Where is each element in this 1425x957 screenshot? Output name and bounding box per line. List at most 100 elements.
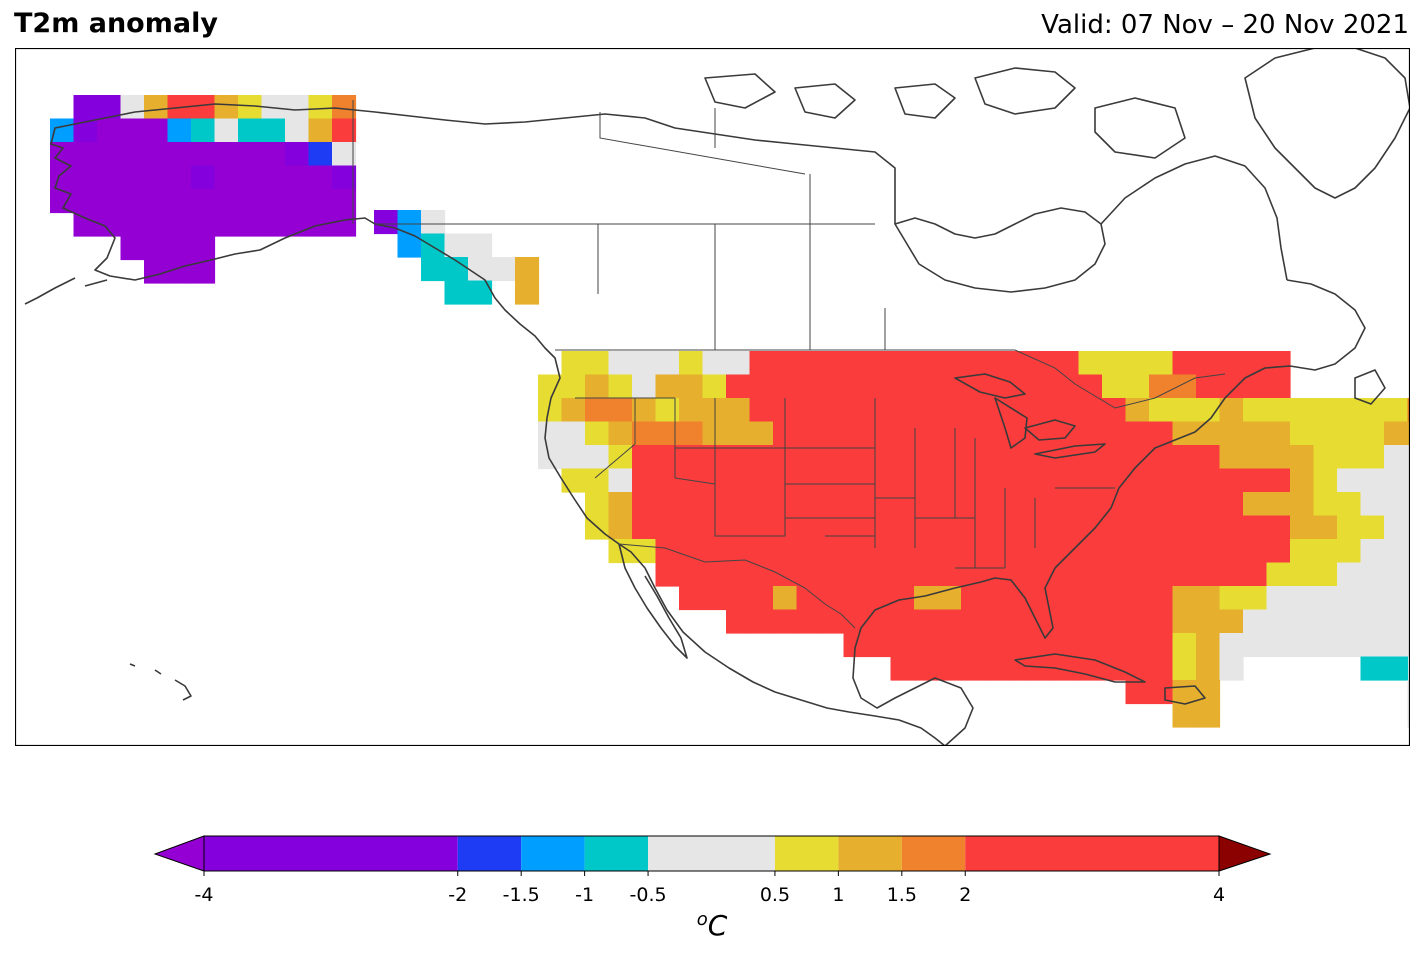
anomaly-cell <box>1243 421 1268 446</box>
anomaly-cell <box>914 633 939 658</box>
anomaly-cell <box>144 165 169 190</box>
anomaly-cell <box>120 142 145 167</box>
anomaly-cell <box>796 445 821 470</box>
anomaly-cell <box>73 212 98 237</box>
anomaly-cell <box>97 118 122 143</box>
colorbar-bins <box>204 836 1219 871</box>
anomaly-cell <box>261 165 286 190</box>
anomaly-cell <box>238 212 263 237</box>
anomaly-cell <box>1078 374 1103 399</box>
arctic-coast <box>409 113 896 224</box>
anomaly-cell <box>1125 351 1150 376</box>
colorbar: -4 -2 -1.5 -1 -0.5 0.5 1 1.5 2 4 oC <box>153 835 1272 942</box>
anomaly-cell <box>1243 586 1268 611</box>
anomaly-cell <box>1407 609 1410 634</box>
anomaly-cell <box>1078 656 1103 681</box>
anomaly-cell <box>749 374 774 399</box>
anomaly-cell <box>914 656 939 681</box>
anomaly-cell <box>167 212 192 237</box>
cuba <box>1014 653 1146 683</box>
anomaly-cell <box>421 233 446 258</box>
anomaly-cell <box>1337 445 1362 470</box>
anomaly-cell <box>890 351 915 376</box>
anomaly-cell <box>679 374 704 399</box>
anomaly-cell <box>285 165 310 190</box>
anomaly-cell <box>679 492 704 517</box>
anomaly-cell <box>867 398 892 423</box>
anomaly-cell <box>867 468 892 493</box>
anomaly-cell <box>1078 609 1103 634</box>
anomaly-cell <box>679 515 704 540</box>
anomaly-cell <box>1196 586 1221 611</box>
newfoundland <box>1354 369 1386 405</box>
anomaly-cell <box>1266 421 1291 446</box>
arctic-island-2 <box>894 83 956 119</box>
anomaly-cell <box>937 562 962 587</box>
anomaly-cell <box>655 468 680 493</box>
anomaly-cell <box>1172 492 1197 517</box>
anomaly-cell <box>1219 398 1244 423</box>
anomaly-cell <box>608 421 633 446</box>
baja <box>618 543 688 659</box>
anomaly-cell <box>984 586 1009 611</box>
anomaly-cell <box>820 398 845 423</box>
anomaly-cell <box>1102 492 1127 517</box>
anomaly-cell <box>97 189 122 214</box>
anomaly-cell <box>867 445 892 470</box>
anomaly-cell <box>1149 633 1174 658</box>
anomaly-cell <box>1407 539 1410 564</box>
anomaly-cell <box>561 421 586 446</box>
anomaly-cell <box>308 165 333 190</box>
anomaly-cell <box>120 95 145 120</box>
anomaly-cell <box>608 374 633 399</box>
anomaly-cell <box>1008 398 1033 423</box>
anomaly-cell <box>1055 562 1080 587</box>
anomaly-cell <box>144 189 169 214</box>
anomaly-cell <box>796 398 821 423</box>
anomaly-cell <box>285 118 310 143</box>
anomaly-cell <box>1078 468 1103 493</box>
anomaly-cell <box>608 398 633 423</box>
colorbar-under-triangle <box>153 835 205 872</box>
anomaly-cell <box>1008 633 1033 658</box>
anomaly-cell <box>961 351 986 376</box>
anomaly-cell <box>1407 421 1410 446</box>
anomaly-cell <box>561 468 586 493</box>
anomaly-cell <box>191 165 216 190</box>
anomaly-cell <box>726 468 751 493</box>
anomaly-cell <box>285 95 310 120</box>
anomaly-cell <box>1149 515 1174 540</box>
anomaly-cell <box>984 445 1009 470</box>
anomaly-cell <box>867 421 892 446</box>
great-lakes <box>954 373 1106 459</box>
colorbar-bin <box>838 836 902 871</box>
anomaly-cell <box>1125 539 1150 564</box>
greenland <box>1244 48 1410 199</box>
anomaly-cell <box>867 351 892 376</box>
anomaly-cell <box>961 468 986 493</box>
anomaly-cell <box>632 374 657 399</box>
anomaly-cell <box>820 586 845 611</box>
anomaly-cell <box>843 562 868 587</box>
anomaly-cell <box>608 492 633 517</box>
anomaly-cell <box>1078 492 1103 517</box>
anomaly-cell <box>1313 633 1338 658</box>
anomaly-cell <box>332 212 357 237</box>
anomaly-cell <box>632 421 657 446</box>
anomaly-cell <box>984 609 1009 634</box>
anomaly-cell <box>191 118 216 143</box>
anomaly-cell <box>1102 421 1127 446</box>
anomaly-cell <box>1384 609 1409 634</box>
anomaly-cell <box>1008 609 1033 634</box>
anomaly-cell <box>1407 492 1410 517</box>
anomaly-cell <box>73 189 98 214</box>
anomaly-cell <box>914 398 939 423</box>
anomaly-cell <box>749 398 774 423</box>
colorbar-bin <box>457 836 522 871</box>
hudson-bay <box>894 207 1106 293</box>
anomaly-cell <box>655 351 680 376</box>
anomaly-cell <box>843 351 868 376</box>
anomaly-cell <box>585 468 610 493</box>
anomaly-cell <box>1407 703 1410 728</box>
anomaly-cell <box>191 95 216 120</box>
